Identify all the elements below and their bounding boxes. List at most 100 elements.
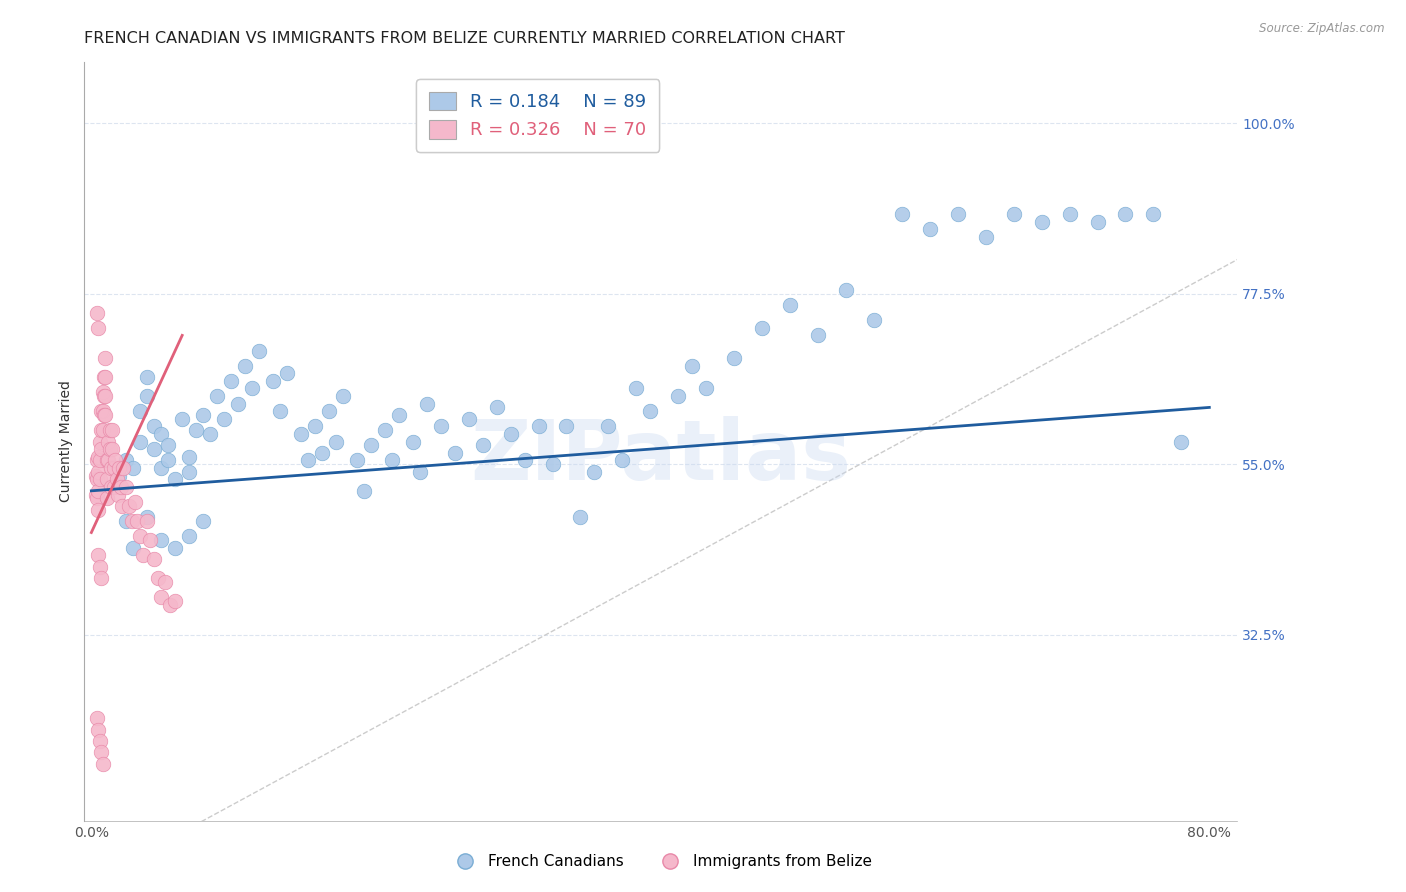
Point — [1059, 207, 1081, 221]
Point — [157, 438, 180, 452]
Point — [127, 514, 149, 528]
Point — [290, 427, 312, 442]
Point — [103, 480, 125, 494]
Point — [205, 389, 228, 403]
Point — [402, 434, 425, 449]
Point — [89, 434, 111, 449]
Point — [148, 571, 170, 585]
Point — [90, 423, 112, 437]
Point — [165, 473, 187, 487]
Point — [457, 412, 479, 426]
Point — [159, 598, 181, 612]
Point — [360, 438, 382, 452]
Point — [179, 465, 201, 479]
Point — [105, 473, 128, 487]
Point — [409, 465, 432, 479]
Point — [89, 734, 111, 748]
Point — [318, 404, 340, 418]
Point — [118, 499, 141, 513]
Point — [325, 434, 347, 449]
Point — [388, 408, 411, 422]
Point — [311, 446, 333, 460]
Point — [100, 480, 122, 494]
Point — [626, 382, 648, 396]
Legend: French Canadians, Immigrants from Belize: French Canadians, Immigrants from Belize — [444, 848, 877, 875]
Point — [91, 423, 114, 437]
Point — [297, 453, 319, 467]
Point — [1031, 215, 1053, 229]
Point — [87, 503, 110, 517]
Point — [191, 514, 214, 528]
Point — [1114, 207, 1136, 221]
Point — [100, 461, 122, 475]
Point — [87, 465, 110, 479]
Point — [93, 370, 115, 384]
Point — [918, 222, 941, 236]
Point — [262, 374, 284, 388]
Point — [247, 343, 270, 358]
Point — [374, 423, 396, 437]
Point — [269, 404, 291, 418]
Y-axis label: Currently Married: Currently Married — [59, 381, 73, 502]
Point — [84, 487, 107, 501]
Point — [91, 385, 114, 400]
Point — [89, 559, 111, 574]
Point — [485, 401, 508, 415]
Point — [91, 404, 114, 418]
Point — [155, 574, 177, 589]
Point — [150, 461, 173, 475]
Point — [499, 427, 522, 442]
Point — [94, 389, 117, 403]
Point — [191, 408, 214, 422]
Point — [110, 480, 132, 494]
Point — [143, 442, 166, 457]
Point — [240, 382, 263, 396]
Point — [89, 473, 111, 487]
Point — [779, 298, 801, 312]
Point — [139, 533, 162, 547]
Point — [94, 408, 117, 422]
Text: Source: ZipAtlas.com: Source: ZipAtlas.com — [1260, 22, 1385, 36]
Point — [304, 419, 326, 434]
Point — [946, 207, 969, 221]
Point — [129, 404, 152, 418]
Point — [640, 404, 662, 418]
Point — [233, 359, 256, 373]
Point — [527, 419, 550, 434]
Point — [179, 529, 201, 543]
Point — [353, 483, 375, 498]
Point — [219, 374, 242, 388]
Point — [136, 389, 159, 403]
Point — [101, 423, 124, 437]
Point — [681, 359, 703, 373]
Point — [108, 468, 131, 483]
Point — [890, 207, 912, 221]
Point — [121, 514, 143, 528]
Point — [96, 453, 118, 467]
Point — [555, 419, 578, 434]
Point — [124, 495, 146, 509]
Point — [111, 499, 134, 513]
Point — [90, 746, 112, 760]
Point — [87, 723, 110, 737]
Point — [157, 453, 180, 467]
Legend: R = 0.184    N = 89, R = 0.326    N = 70: R = 0.184 N = 89, R = 0.326 N = 70 — [416, 79, 659, 152]
Point — [541, 457, 564, 471]
Point — [87, 321, 110, 335]
Point — [332, 389, 354, 403]
Point — [122, 541, 145, 555]
Point — [1087, 215, 1109, 229]
Point — [165, 541, 187, 555]
Point — [96, 473, 118, 487]
Point — [104, 453, 127, 467]
Point — [1170, 434, 1192, 449]
Point — [129, 529, 152, 543]
Point — [723, 351, 745, 366]
Point — [90, 404, 112, 418]
Point — [513, 453, 536, 467]
Point — [198, 427, 221, 442]
Point — [91, 756, 114, 771]
Point — [150, 590, 173, 604]
Point — [90, 442, 112, 457]
Point — [86, 473, 108, 487]
